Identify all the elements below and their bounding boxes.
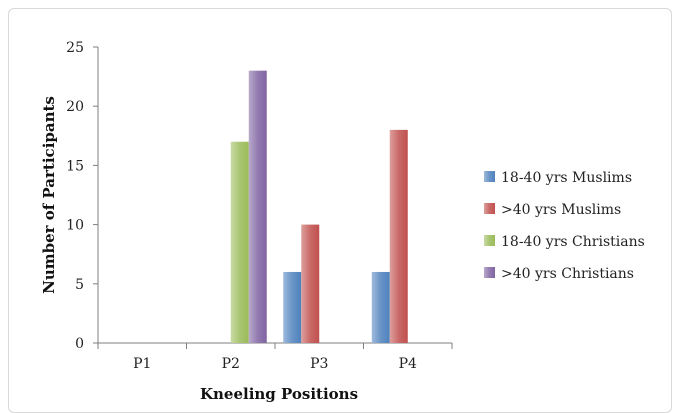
bar <box>301 224 320 343</box>
y-tick-label: 10 <box>66 218 84 234</box>
x-tick-label: P4 <box>399 356 417 372</box>
legend-label: 18-40 yrs Muslims <box>501 170 632 186</box>
bar <box>389 129 408 343</box>
legend-swatch <box>484 235 495 246</box>
bar <box>283 271 302 343</box>
y-tick-label: 0 <box>75 336 84 352</box>
bar <box>248 70 267 344</box>
legend-swatch <box>484 171 495 182</box>
x-tick-label: P1 <box>133 356 151 372</box>
plot-area: 0 5 10 15 20 25 P1 P2 P3 P4 <box>66 40 453 372</box>
y-axis-title: Number of Participants <box>40 96 58 294</box>
legend-swatch <box>484 203 495 214</box>
y-tick-label: 15 <box>66 158 84 174</box>
y-tick-label: 5 <box>75 277 84 293</box>
legend: 18-40 yrs Muslims >40 yrs Muslims 18-40 yr… <box>484 170 645 282</box>
x-axis-title: Kneeling Positions <box>200 385 358 403</box>
x-tick-label: P2 <box>222 356 240 372</box>
legend-swatch <box>484 267 495 278</box>
bar <box>230 141 249 343</box>
legend-label: 18-40 yrs Christians <box>501 234 645 250</box>
legend-label: >40 yrs Muslims <box>501 202 621 218</box>
y-tick-label: 20 <box>66 99 84 115</box>
legend-label: >40 yrs Christians <box>501 266 634 282</box>
x-tick-label: P3 <box>310 356 328 372</box>
chart-frame <box>8 8 672 413</box>
bar <box>371 271 390 343</box>
y-tick-label: 25 <box>66 40 84 56</box>
